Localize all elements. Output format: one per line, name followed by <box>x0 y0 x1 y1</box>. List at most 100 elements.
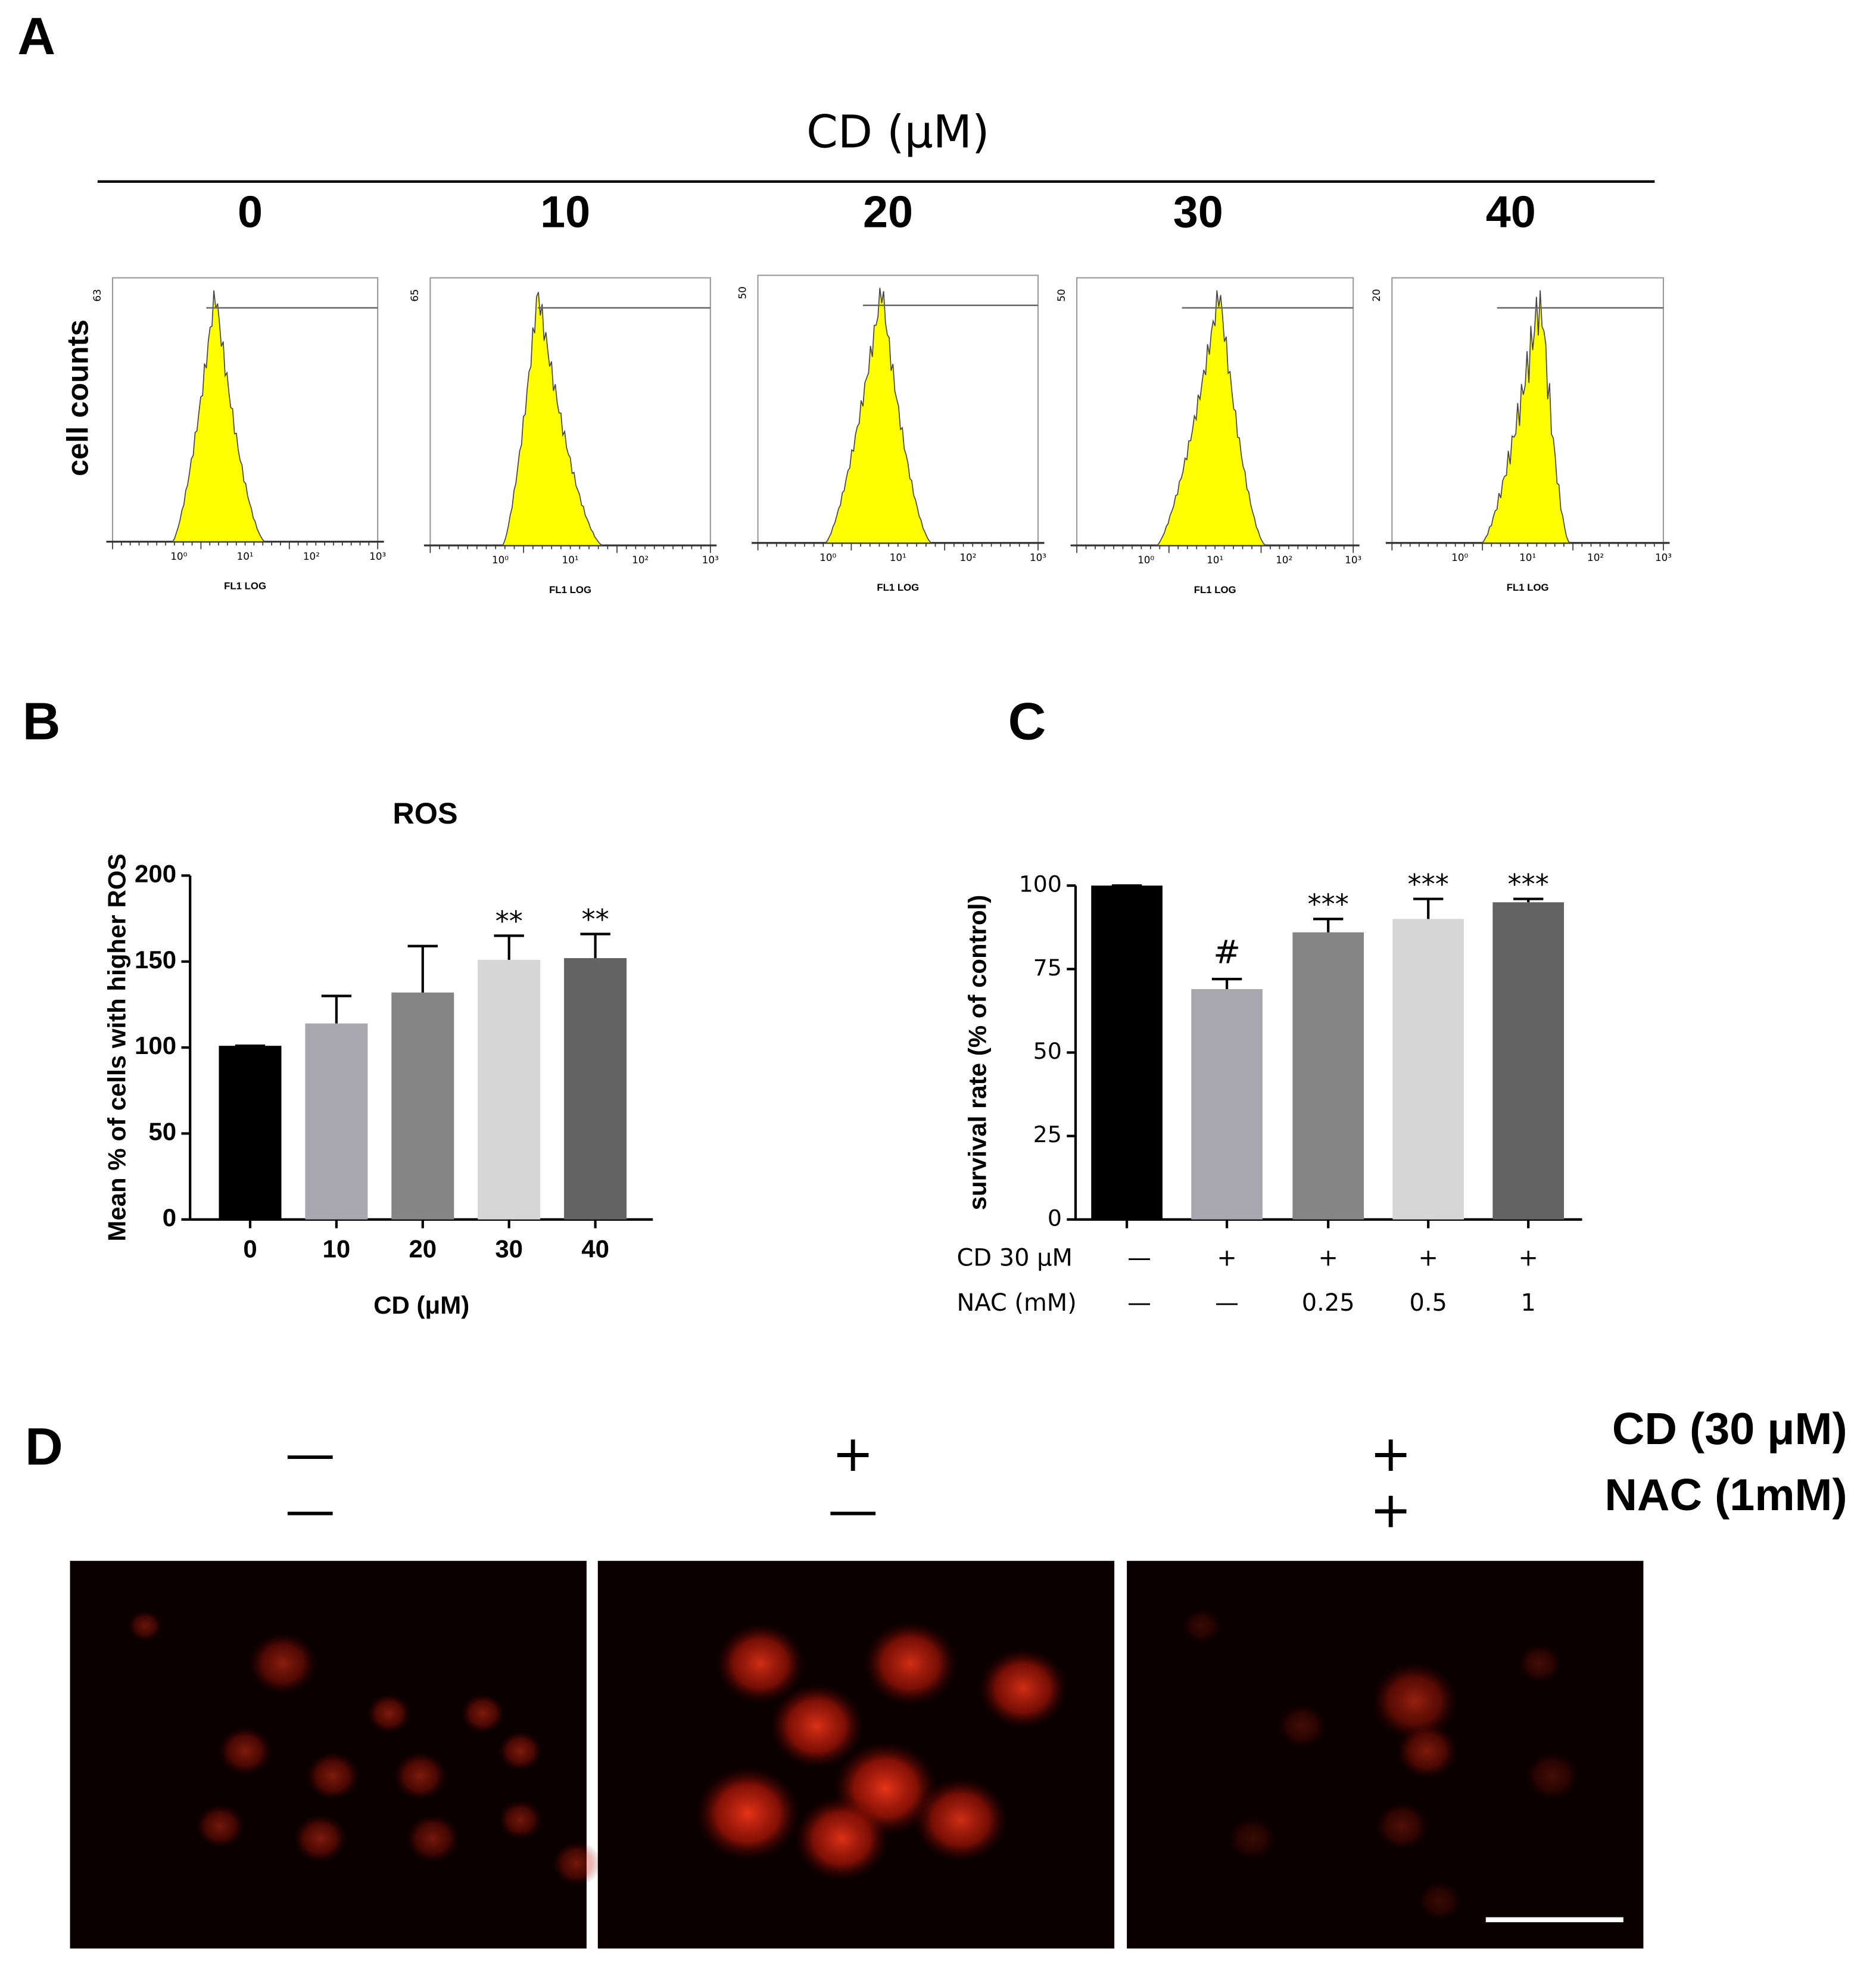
y-tick-label: 50 <box>148 1118 176 1146</box>
histogram <box>1155 290 1267 546</box>
bar <box>1492 902 1565 1220</box>
x-axis-label: CD (μM) <box>373 1291 469 1319</box>
histogram-x-tick-label: 10² <box>959 551 976 563</box>
error-bar <box>321 994 352 1024</box>
x-tick-label: 0 <box>243 1234 257 1262</box>
bar <box>1091 885 1163 1220</box>
histogram <box>1481 290 1571 544</box>
cell <box>715 1623 806 1704</box>
treatment-value: 0.25 <box>1302 1289 1355 1317</box>
cell <box>769 1683 865 1769</box>
histogram-x-tick-label: 10² <box>1587 551 1604 563</box>
histogram-x-tick-label: 10⁰ <box>1138 554 1154 566</box>
treatment-value: + <box>1518 1245 1538 1272</box>
error-bar <box>1313 918 1344 933</box>
x-tick-label: 40 <box>581 1234 609 1262</box>
condition-row-label: CD (30 μM) <box>1612 1404 1847 1454</box>
panel-d: ——+—++CD (30 μM)NAC (1mM) <box>70 1404 1847 1949</box>
error-bar <box>1513 897 1544 903</box>
histogram-y-max: 50 <box>1055 289 1067 301</box>
histogram-x-label: FL1 LOG <box>1194 584 1236 595</box>
histogram-x-tick-label: 10¹ <box>562 554 579 566</box>
panel-a: 0 63 10⁰ 10¹ 10² 10³ FL1 LOG 10 65 10⁰ 10¹ 10² 10³ FL… <box>91 188 1672 595</box>
treatment-value: + <box>1318 1245 1338 1272</box>
dose-label: 30 <box>1173 188 1223 238</box>
cell <box>1374 1801 1430 1851</box>
bar <box>1292 932 1364 1220</box>
panel-label: C <box>1008 692 1046 751</box>
treatment-value: 1 <box>1521 1289 1536 1317</box>
histogram-x-label: FL1 LOG <box>877 582 919 593</box>
treatment-value: — <box>1215 1289 1239 1317</box>
histogram-x-tick-label: 10³ <box>369 550 386 562</box>
bar <box>219 1046 282 1220</box>
treatment-row-label: CD 30 μM <box>957 1245 1073 1272</box>
condition-row-label: NAC (1mM) <box>1604 1470 1847 1520</box>
y-tick-label: 150 <box>135 946 176 974</box>
histogram-x-label: FL1 LOG <box>549 584 591 595</box>
nac-condition: — <box>285 1480 335 1539</box>
x-tick-label: 10 <box>323 1234 351 1262</box>
error-bar <box>580 933 610 958</box>
significance-label: ** <box>582 903 609 936</box>
cell <box>1277 1703 1327 1749</box>
cell <box>863 1620 958 1707</box>
histogram-x-label: FL1 LOG <box>224 581 266 592</box>
panel-label: A <box>17 7 55 66</box>
histogram-x-tick-label: 10¹ <box>237 550 254 562</box>
dose-label: 10 <box>540 188 590 238</box>
y-tick-label: 0 <box>163 1203 176 1231</box>
cell <box>1417 1881 1462 1922</box>
y-tick-label: 100 <box>135 1031 176 1059</box>
histogram-x-tick-label: 10³ <box>702 554 719 566</box>
y-tick-label: 200 <box>135 859 176 887</box>
significance-label: *** <box>1308 888 1349 921</box>
cell <box>551 1841 602 1887</box>
treatment-value: 0.5 <box>1409 1289 1447 1317</box>
significance-label: *** <box>1408 868 1449 900</box>
cell <box>978 1648 1068 1729</box>
panel-label: B <box>23 692 61 751</box>
error-bar <box>494 934 524 960</box>
panel-c: 0 25 50 75 100 survival rate (% of control) # *… <box>957 868 1582 1317</box>
histogram-x-tick-label: 10¹ <box>1207 554 1223 566</box>
nac-condition: — <box>828 1480 878 1539</box>
y-axis-label: Mean % of cells with higher ROS <box>103 854 131 1242</box>
cell <box>1395 1723 1459 1779</box>
cell <box>1227 1816 1277 1861</box>
histogram-x-tick-label: 10⁰ <box>170 550 187 562</box>
dose-label: 0 <box>238 188 263 238</box>
cell <box>1182 1608 1222 1644</box>
histogram-x-label: FL1 LOG <box>1507 582 1549 593</box>
cell <box>392 1751 448 1801</box>
histogram-x-tick-label: 10² <box>303 550 320 562</box>
chart-title: ROS <box>392 796 457 830</box>
y-tick-label: 0 <box>1048 1205 1062 1231</box>
x-tick-label: 20 <box>409 1234 437 1262</box>
histogram-y-max: 63 <box>91 289 103 301</box>
cell <box>292 1813 348 1863</box>
cell <box>460 1693 506 1734</box>
cell <box>405 1813 460 1863</box>
y-tick-label: 25 <box>1033 1121 1062 1148</box>
cell <box>497 1799 543 1840</box>
significance-label: # <box>1213 933 1241 971</box>
histogram-x-tick-label: 10³ <box>1655 551 1672 563</box>
y-tick-label: 100 <box>1019 871 1062 897</box>
cell <box>366 1693 412 1734</box>
histogram-x-tick-label: 10² <box>1276 554 1292 566</box>
bar <box>391 992 454 1220</box>
cell <box>913 1777 1008 1863</box>
y-axis-label: survival rate (% of control) <box>963 895 991 1211</box>
histogram <box>501 292 603 546</box>
bar <box>305 1023 368 1220</box>
histogram-y-max: 65 <box>409 289 420 301</box>
significance-label: *** <box>1508 868 1549 900</box>
treatment-value: + <box>1418 1245 1438 1272</box>
histogram-x-tick-label: 10³ <box>1345 554 1361 566</box>
histogram-y-max: 20 <box>1370 289 1382 301</box>
bar <box>564 958 627 1220</box>
cell <box>497 1730 543 1772</box>
